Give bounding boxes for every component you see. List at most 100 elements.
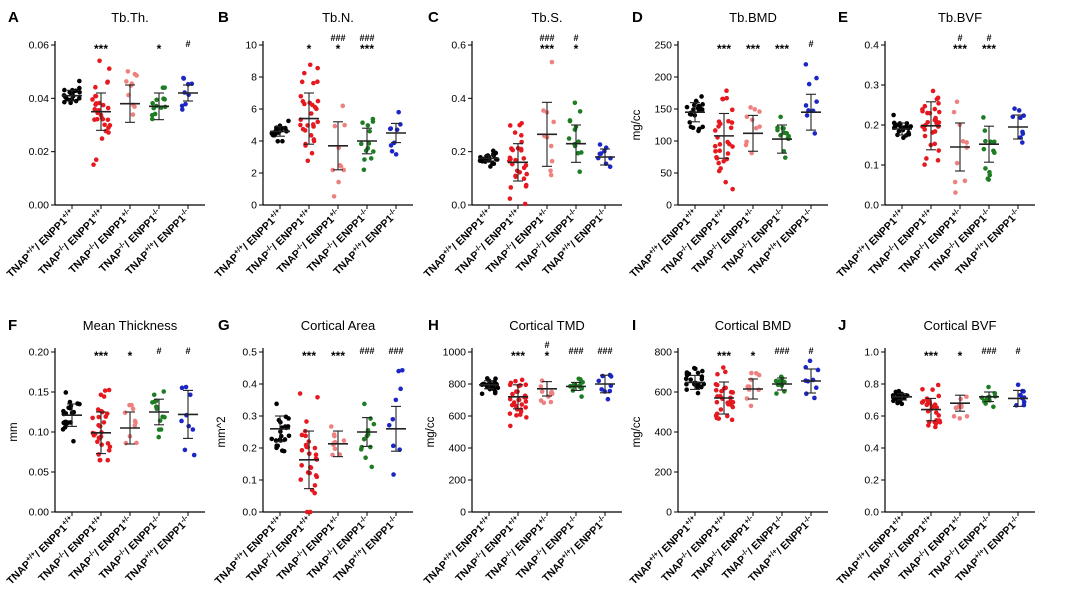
significance-stars: *** bbox=[953, 42, 967, 56]
data-point bbox=[951, 414, 957, 419]
data-point bbox=[365, 123, 371, 128]
y-tick-label: 250 bbox=[654, 40, 672, 52]
data-point bbox=[151, 392, 157, 398]
data-point bbox=[90, 97, 95, 102]
data-point bbox=[338, 164, 344, 169]
data-point bbox=[91, 162, 96, 167]
data-point bbox=[62, 99, 67, 105]
data-point bbox=[371, 149, 376, 154]
data-point bbox=[100, 102, 106, 108]
data-point bbox=[507, 396, 513, 402]
data-point bbox=[812, 131, 818, 136]
data-point bbox=[714, 154, 719, 160]
data-point bbox=[576, 139, 581, 144]
data-point bbox=[513, 378, 518, 384]
significance-hash: # bbox=[185, 346, 190, 356]
genotype-superscript: -/- bbox=[116, 239, 128, 251]
significance-hash: # bbox=[156, 346, 161, 356]
data-point bbox=[715, 371, 720, 377]
y-tick-label: 2 bbox=[251, 168, 257, 180]
chart-title: Cortical TMD bbox=[509, 318, 585, 333]
data-point bbox=[1012, 106, 1017, 111]
data-point bbox=[508, 423, 513, 429]
genotype-text: / ENPP1 bbox=[981, 213, 1018, 250]
data-point bbox=[954, 99, 960, 105]
data-point bbox=[152, 399, 158, 405]
panel-label: H bbox=[428, 317, 439, 334]
data-point bbox=[960, 138, 966, 144]
data-point bbox=[579, 394, 584, 399]
data-point bbox=[308, 111, 314, 116]
data-point bbox=[541, 108, 546, 113]
data-point bbox=[507, 123, 513, 128]
y-tick-label: 0.20 bbox=[29, 347, 50, 359]
data-point bbox=[315, 98, 321, 104]
data-point bbox=[340, 103, 346, 109]
data-point bbox=[744, 396, 750, 401]
y-tick-label: 400 bbox=[448, 443, 466, 455]
genotype-superscript: -/- bbox=[85, 241, 97, 253]
data-point bbox=[813, 385, 819, 391]
data-point bbox=[361, 167, 367, 173]
data-point bbox=[304, 509, 310, 515]
data-point bbox=[105, 457, 111, 463]
data-point bbox=[725, 401, 731, 407]
data-point bbox=[892, 122, 898, 127]
panel-label: C bbox=[428, 9, 439, 26]
data-point bbox=[134, 73, 139, 78]
data-point bbox=[274, 401, 279, 407]
data-point bbox=[752, 107, 758, 112]
y-tick-label: 200 bbox=[654, 72, 672, 84]
data-point bbox=[964, 413, 970, 419]
significance-stars: *** bbox=[924, 349, 938, 363]
data-point bbox=[749, 150, 754, 156]
data-point bbox=[714, 399, 720, 405]
data-point bbox=[723, 369, 728, 375]
data-point bbox=[391, 472, 396, 477]
genotype-superscript: -/- bbox=[502, 548, 514, 560]
data-point bbox=[518, 409, 524, 414]
data-point bbox=[179, 418, 184, 424]
data-point bbox=[744, 139, 749, 145]
data-point bbox=[105, 117, 111, 123]
data-point bbox=[519, 402, 525, 407]
data-point bbox=[780, 125, 786, 131]
data-point bbox=[303, 433, 308, 439]
data-point bbox=[105, 441, 111, 446]
data-point bbox=[341, 167, 347, 173]
significance-hash: ### bbox=[388, 346, 403, 356]
data-point bbox=[1021, 389, 1026, 394]
data-point bbox=[699, 376, 705, 382]
data-point bbox=[358, 447, 364, 452]
panel-label: B bbox=[218, 9, 229, 26]
data-point bbox=[521, 176, 527, 182]
data-point bbox=[699, 94, 704, 99]
data-point bbox=[105, 80, 110, 85]
data-point bbox=[539, 378, 545, 383]
genotype-superscript: -/- bbox=[772, 206, 784, 218]
data-point bbox=[398, 122, 403, 127]
genotype-text: / ENPP1 bbox=[359, 520, 396, 557]
data-point bbox=[67, 399, 73, 405]
data-point bbox=[490, 161, 495, 166]
chart-title: Tb.BMD bbox=[729, 10, 777, 25]
genotype-superscript: -/- bbox=[566, 513, 578, 525]
significance-stars: * bbox=[574, 42, 579, 56]
genotype-superscript: -/- bbox=[946, 546, 958, 558]
panel-label: A bbox=[8, 9, 19, 26]
data-point bbox=[957, 416, 963, 421]
data-point bbox=[507, 196, 513, 201]
data-point bbox=[513, 157, 518, 163]
data-point bbox=[1020, 140, 1025, 145]
data-point bbox=[991, 139, 997, 145]
data-point bbox=[311, 137, 317, 142]
data-point bbox=[934, 121, 939, 126]
data-point bbox=[390, 417, 396, 422]
data-point bbox=[696, 126, 702, 132]
data-point bbox=[716, 160, 721, 166]
data-point bbox=[393, 397, 399, 403]
data-point bbox=[102, 122, 107, 128]
genotype-superscript: -/- bbox=[1008, 513, 1020, 525]
genotype-superscript: -/- bbox=[772, 513, 784, 525]
